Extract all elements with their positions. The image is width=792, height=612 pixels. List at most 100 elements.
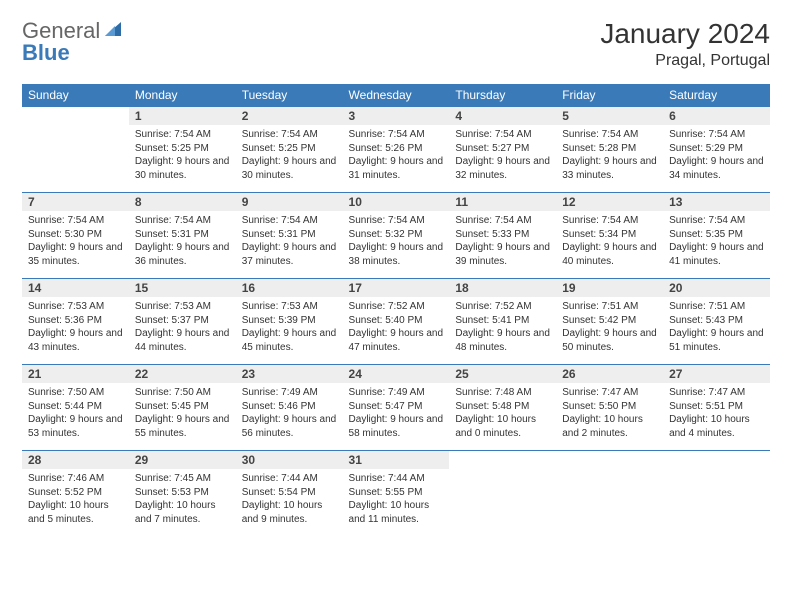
weekday-header: Monday bbox=[129, 84, 236, 107]
calendar-cell: 12Sunrise: 7:54 AMSunset: 5:34 PMDayligh… bbox=[556, 193, 663, 279]
logo-text-blue-wrap: Blue bbox=[22, 40, 70, 66]
title-block: January 2024 Pragal, Portugal bbox=[600, 18, 770, 70]
day-details: Sunrise: 7:54 AMSunset: 5:31 PMDaylight:… bbox=[236, 211, 343, 272]
calendar-cell bbox=[22, 107, 129, 193]
day-number: 6 bbox=[663, 107, 770, 125]
calendar-cell: 30Sunrise: 7:44 AMSunset: 5:54 PMDayligh… bbox=[236, 451, 343, 537]
day-number: 15 bbox=[129, 279, 236, 297]
day-details: Sunrise: 7:44 AMSunset: 5:55 PMDaylight:… bbox=[343, 469, 450, 530]
day-number: 5 bbox=[556, 107, 663, 125]
day-number: 16 bbox=[236, 279, 343, 297]
day-number: 9 bbox=[236, 193, 343, 211]
calendar-row: 28Sunrise: 7:46 AMSunset: 5:52 PMDayligh… bbox=[22, 451, 770, 537]
day-number: 21 bbox=[22, 365, 129, 383]
day-details: Sunrise: 7:54 AMSunset: 5:28 PMDaylight:… bbox=[556, 125, 663, 186]
day-details: Sunrise: 7:54 AMSunset: 5:25 PMDaylight:… bbox=[129, 125, 236, 186]
calendar-cell: 9Sunrise: 7:54 AMSunset: 5:31 PMDaylight… bbox=[236, 193, 343, 279]
calendar-row: 7Sunrise: 7:54 AMSunset: 5:30 PMDaylight… bbox=[22, 193, 770, 279]
calendar-cell: 2Sunrise: 7:54 AMSunset: 5:25 PMDaylight… bbox=[236, 107, 343, 193]
day-number: 1 bbox=[129, 107, 236, 125]
day-details: Sunrise: 7:54 AMSunset: 5:27 PMDaylight:… bbox=[449, 125, 556, 186]
calendar-cell: 26Sunrise: 7:47 AMSunset: 5:50 PMDayligh… bbox=[556, 365, 663, 451]
calendar-cell: 8Sunrise: 7:54 AMSunset: 5:31 PMDaylight… bbox=[129, 193, 236, 279]
weekday-header: Sunday bbox=[22, 84, 129, 107]
day-details: Sunrise: 7:54 AMSunset: 5:29 PMDaylight:… bbox=[663, 125, 770, 186]
day-number: 23 bbox=[236, 365, 343, 383]
day-number: 8 bbox=[129, 193, 236, 211]
day-number: 31 bbox=[343, 451, 450, 469]
calendar-cell: 23Sunrise: 7:49 AMSunset: 5:46 PMDayligh… bbox=[236, 365, 343, 451]
weekday-header: Saturday bbox=[663, 84, 770, 107]
calendar-cell: 31Sunrise: 7:44 AMSunset: 5:55 PMDayligh… bbox=[343, 451, 450, 537]
day-details: Sunrise: 7:52 AMSunset: 5:40 PMDaylight:… bbox=[343, 297, 450, 358]
day-details: Sunrise: 7:51 AMSunset: 5:43 PMDaylight:… bbox=[663, 297, 770, 358]
day-number: 20 bbox=[663, 279, 770, 297]
day-details: Sunrise: 7:47 AMSunset: 5:50 PMDaylight:… bbox=[556, 383, 663, 444]
weekday-header: Wednesday bbox=[343, 84, 450, 107]
day-number: 4 bbox=[449, 107, 556, 125]
day-number: 30 bbox=[236, 451, 343, 469]
calendar-cell: 6Sunrise: 7:54 AMSunset: 5:29 PMDaylight… bbox=[663, 107, 770, 193]
day-number: 11 bbox=[449, 193, 556, 211]
day-details: Sunrise: 7:51 AMSunset: 5:42 PMDaylight:… bbox=[556, 297, 663, 358]
day-number: 22 bbox=[129, 365, 236, 383]
day-details: Sunrise: 7:54 AMSunset: 5:26 PMDaylight:… bbox=[343, 125, 450, 186]
day-number: 7 bbox=[22, 193, 129, 211]
location: Pragal, Portugal bbox=[600, 52, 770, 70]
day-details: Sunrise: 7:50 AMSunset: 5:45 PMDaylight:… bbox=[129, 383, 236, 444]
day-number: 12 bbox=[556, 193, 663, 211]
day-details: Sunrise: 7:45 AMSunset: 5:53 PMDaylight:… bbox=[129, 469, 236, 530]
day-details: Sunrise: 7:54 AMSunset: 5:35 PMDaylight:… bbox=[663, 211, 770, 272]
calendar-cell: 25Sunrise: 7:48 AMSunset: 5:48 PMDayligh… bbox=[449, 365, 556, 451]
calendar-cell: 11Sunrise: 7:54 AMSunset: 5:33 PMDayligh… bbox=[449, 193, 556, 279]
day-details: Sunrise: 7:54 AMSunset: 5:32 PMDaylight:… bbox=[343, 211, 450, 272]
calendar-row: 21Sunrise: 7:50 AMSunset: 5:44 PMDayligh… bbox=[22, 365, 770, 451]
day-details: Sunrise: 7:53 AMSunset: 5:37 PMDaylight:… bbox=[129, 297, 236, 358]
day-number: 24 bbox=[343, 365, 450, 383]
calendar-row: 1Sunrise: 7:54 AMSunset: 5:25 PMDaylight… bbox=[22, 107, 770, 193]
calendar-table: SundayMondayTuesdayWednesdayThursdayFrid… bbox=[22, 84, 770, 537]
day-number: 25 bbox=[449, 365, 556, 383]
calendar-cell: 13Sunrise: 7:54 AMSunset: 5:35 PMDayligh… bbox=[663, 193, 770, 279]
day-number: 2 bbox=[236, 107, 343, 125]
day-details: Sunrise: 7:49 AMSunset: 5:46 PMDaylight:… bbox=[236, 383, 343, 444]
day-details: Sunrise: 7:54 AMSunset: 5:30 PMDaylight:… bbox=[22, 211, 129, 272]
calendar-cell: 29Sunrise: 7:45 AMSunset: 5:53 PMDayligh… bbox=[129, 451, 236, 537]
sail-icon bbox=[103, 18, 123, 44]
day-number: 19 bbox=[556, 279, 663, 297]
day-details: Sunrise: 7:54 AMSunset: 5:33 PMDaylight:… bbox=[449, 211, 556, 272]
day-number: 27 bbox=[663, 365, 770, 383]
day-details: Sunrise: 7:48 AMSunset: 5:48 PMDaylight:… bbox=[449, 383, 556, 444]
day-details: Sunrise: 7:52 AMSunset: 5:41 PMDaylight:… bbox=[449, 297, 556, 358]
calendar-cell: 14Sunrise: 7:53 AMSunset: 5:36 PMDayligh… bbox=[22, 279, 129, 365]
calendar-cell: 10Sunrise: 7:54 AMSunset: 5:32 PMDayligh… bbox=[343, 193, 450, 279]
day-details: Sunrise: 7:49 AMSunset: 5:47 PMDaylight:… bbox=[343, 383, 450, 444]
calendar-cell: 1Sunrise: 7:54 AMSunset: 5:25 PMDaylight… bbox=[129, 107, 236, 193]
month-title: January 2024 bbox=[600, 18, 770, 50]
day-number: 14 bbox=[22, 279, 129, 297]
logo-text-blue: Blue bbox=[22, 40, 70, 65]
day-details: Sunrise: 7:47 AMSunset: 5:51 PMDaylight:… bbox=[663, 383, 770, 444]
calendar-cell: 4Sunrise: 7:54 AMSunset: 5:27 PMDaylight… bbox=[449, 107, 556, 193]
weekday-header: Tuesday bbox=[236, 84, 343, 107]
day-details: Sunrise: 7:53 AMSunset: 5:39 PMDaylight:… bbox=[236, 297, 343, 358]
calendar-cell: 3Sunrise: 7:54 AMSunset: 5:26 PMDaylight… bbox=[343, 107, 450, 193]
calendar-cell: 7Sunrise: 7:54 AMSunset: 5:30 PMDaylight… bbox=[22, 193, 129, 279]
day-details: Sunrise: 7:44 AMSunset: 5:54 PMDaylight:… bbox=[236, 469, 343, 530]
day-details: Sunrise: 7:46 AMSunset: 5:52 PMDaylight:… bbox=[22, 469, 129, 530]
calendar-cell bbox=[449, 451, 556, 537]
calendar-cell: 15Sunrise: 7:53 AMSunset: 5:37 PMDayligh… bbox=[129, 279, 236, 365]
day-details: Sunrise: 7:54 AMSunset: 5:25 PMDaylight:… bbox=[236, 125, 343, 186]
calendar-cell bbox=[556, 451, 663, 537]
day-details: Sunrise: 7:54 AMSunset: 5:34 PMDaylight:… bbox=[556, 211, 663, 272]
calendar-cell: 5Sunrise: 7:54 AMSunset: 5:28 PMDaylight… bbox=[556, 107, 663, 193]
calendar-cell: 22Sunrise: 7:50 AMSunset: 5:45 PMDayligh… bbox=[129, 365, 236, 451]
day-number: 29 bbox=[129, 451, 236, 469]
calendar-cell: 16Sunrise: 7:53 AMSunset: 5:39 PMDayligh… bbox=[236, 279, 343, 365]
calendar-cell bbox=[663, 451, 770, 537]
calendar-head: SundayMondayTuesdayWednesdayThursdayFrid… bbox=[22, 84, 770, 107]
calendar-cell: 21Sunrise: 7:50 AMSunset: 5:44 PMDayligh… bbox=[22, 365, 129, 451]
calendar-cell: 24Sunrise: 7:49 AMSunset: 5:47 PMDayligh… bbox=[343, 365, 450, 451]
day-number: 17 bbox=[343, 279, 450, 297]
calendar-row: 14Sunrise: 7:53 AMSunset: 5:36 PMDayligh… bbox=[22, 279, 770, 365]
